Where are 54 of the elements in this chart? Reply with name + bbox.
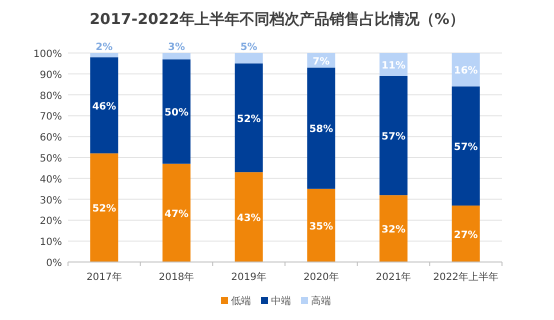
bar [90, 53, 118, 58]
data-label: 3% [168, 42, 185, 53]
data-label: 27% [454, 230, 478, 241]
data-label: 5% [240, 42, 258, 53]
y-tick-label: 0% [46, 258, 62, 269]
x-tick-label: 2022年上半年 [433, 271, 499, 283]
data-label: 46% [92, 101, 116, 112]
y-tick-label: 100% [33, 49, 62, 60]
data-label: 7% [312, 56, 330, 68]
legend-label: 低端 [231, 295, 251, 307]
data-label: 35% [309, 221, 334, 232]
x-tick-label: 2017年 [86, 271, 122, 283]
data-label: 52% [92, 204, 116, 215]
data-label: 2% [96, 42, 113, 53]
legend-label: 中端 [271, 295, 291, 307]
bar [162, 59, 190, 164]
y-tick-label: 90% [40, 70, 62, 81]
bar [162, 53, 190, 60]
data-label: 57% [382, 132, 406, 143]
chart-title: 2017-2022年上半年不同档次产品销售占比情况（%） [90, 10, 464, 28]
bar [234, 172, 263, 262]
data-label: 11% [382, 60, 406, 72]
x-tick-label: 2021年 [376, 271, 412, 283]
x-tick-label: 2020年 [303, 271, 339, 283]
bar [380, 76, 408, 196]
y-tick-label: 10% [40, 237, 62, 248]
bar [90, 57, 118, 154]
bar [380, 195, 408, 262]
bar [90, 153, 118, 262]
bar [307, 188, 336, 262]
data-label: 50% [164, 108, 188, 119]
data-label: 16% [454, 66, 478, 77]
y-tick-label: 80% [40, 90, 62, 102]
y-tick-label: 70% [40, 112, 62, 123]
bar [162, 164, 190, 262]
y-tick-label: 30% [40, 195, 62, 206]
bar [452, 206, 480, 262]
data-label: 57% [454, 142, 478, 154]
x-tick-label: 2019年 [231, 271, 267, 283]
y-tick-label: 20% [40, 216, 62, 228]
y-tick-label: 50% [40, 154, 62, 164]
data-label: 47% [164, 208, 188, 220]
data-label: 43% [236, 213, 261, 224]
bar [234, 63, 263, 172]
bar [234, 53, 263, 64]
y-tick-label: 60% [40, 132, 62, 144]
data-label: 52% [236, 114, 261, 125]
y-tick-label: 40% [40, 174, 62, 186]
data-label: 32% [382, 224, 406, 236]
legend-label: 高端 [311, 295, 331, 307]
x-tick-label: 2018年 [158, 271, 194, 283]
data-label: 58% [309, 124, 334, 136]
bar [452, 86, 480, 206]
bar [307, 68, 336, 189]
